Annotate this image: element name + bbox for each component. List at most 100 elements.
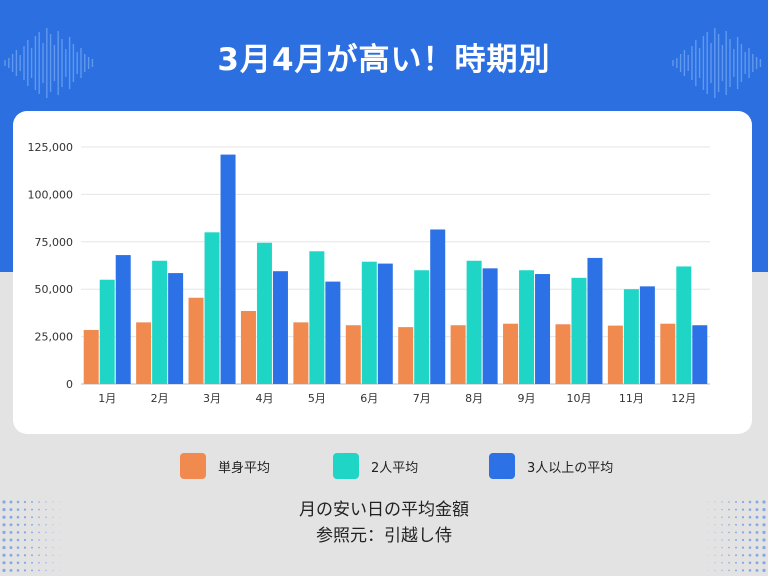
x-tick-label: 3月 xyxy=(203,392,221,405)
dot xyxy=(52,547,54,549)
dot xyxy=(23,561,27,564)
dot xyxy=(9,546,13,550)
dot xyxy=(16,569,20,572)
x-tick-label: 2月 xyxy=(151,392,169,405)
dot xyxy=(23,531,27,534)
bar-two xyxy=(414,270,430,384)
dot xyxy=(2,568,6,572)
dot xyxy=(707,509,709,510)
bar-single xyxy=(240,311,256,384)
dot xyxy=(16,515,20,519)
bar-three xyxy=(692,325,708,384)
dot xyxy=(38,501,40,503)
dot xyxy=(2,523,6,527)
dot xyxy=(45,531,47,534)
dot xyxy=(31,546,33,549)
y-tick-label: 100,000 xyxy=(28,188,74,201)
dot xyxy=(9,568,13,572)
dot xyxy=(755,523,759,527)
bar-three xyxy=(115,255,131,384)
dot xyxy=(741,508,745,511)
dot xyxy=(31,554,33,557)
legend-item-two: 2人平均 xyxy=(333,451,418,481)
x-tick-label: 10月 xyxy=(566,392,591,405)
dot xyxy=(52,562,54,564)
dot xyxy=(38,569,40,572)
dot xyxy=(45,516,47,518)
dot xyxy=(16,531,20,534)
bar-two xyxy=(204,232,220,384)
dot xyxy=(52,516,54,518)
dot-pattern-decoration-right xyxy=(707,500,766,572)
dot xyxy=(755,538,759,542)
dot xyxy=(52,569,54,571)
dot xyxy=(9,553,13,557)
x-tick-label: 11月 xyxy=(619,392,644,405)
bar-chart: 0 25,000 50,000 75,000 100,000 125,000 1月 2月 3月 4… xyxy=(28,141,710,405)
dot xyxy=(9,561,13,565)
dot xyxy=(714,501,716,503)
dot xyxy=(721,501,723,503)
dot xyxy=(714,569,716,571)
dot xyxy=(23,546,27,549)
bar-two xyxy=(519,270,535,384)
dot xyxy=(707,516,709,518)
y-tick-label: 25,000 xyxy=(35,331,74,344)
dot xyxy=(38,508,40,511)
dot xyxy=(707,570,709,571)
x-tick-label: 6月 xyxy=(360,392,378,405)
dot xyxy=(728,508,730,511)
dot xyxy=(52,531,54,533)
dot xyxy=(2,515,6,519)
dot-pattern-decoration-left xyxy=(2,500,61,572)
y-tick-label: 50,000 xyxy=(35,283,74,296)
dot xyxy=(728,539,730,541)
dot xyxy=(762,523,766,527)
dot xyxy=(748,553,752,557)
dot xyxy=(707,539,709,541)
dot xyxy=(735,569,737,572)
bar-two xyxy=(466,260,482,384)
dot xyxy=(707,547,709,548)
bar-three xyxy=(430,229,446,384)
x-tick-label: 7月 xyxy=(413,392,431,405)
dot xyxy=(755,508,759,512)
dot xyxy=(52,501,54,503)
bar-two xyxy=(623,289,639,384)
legend-swatch-two xyxy=(333,453,359,479)
dot xyxy=(735,508,737,511)
dot xyxy=(714,509,716,511)
dot xyxy=(45,562,47,564)
dot xyxy=(748,523,752,527)
dot xyxy=(735,501,737,503)
dot xyxy=(31,569,33,572)
dot xyxy=(45,569,47,572)
dot xyxy=(721,531,723,534)
dot xyxy=(52,524,54,526)
dot xyxy=(9,515,13,519)
dot xyxy=(45,539,47,541)
dot xyxy=(59,539,61,541)
dot xyxy=(748,515,752,519)
sound-wave-decoration-right xyxy=(672,28,762,98)
dot xyxy=(755,500,759,504)
legend-label-single: 単身平均 xyxy=(218,460,271,476)
dot xyxy=(748,508,752,511)
dot xyxy=(52,539,54,541)
dot xyxy=(16,523,20,527)
dot xyxy=(45,546,47,549)
dot xyxy=(714,562,716,564)
dot xyxy=(9,500,13,504)
dot xyxy=(9,508,13,512)
dot xyxy=(16,546,20,549)
dot xyxy=(721,516,723,518)
dot xyxy=(23,500,27,504)
bar-three xyxy=(639,286,655,384)
dot xyxy=(2,546,6,550)
bar-three xyxy=(272,271,288,384)
dot xyxy=(728,569,730,572)
dot xyxy=(31,508,33,511)
dot xyxy=(16,500,20,504)
dot xyxy=(721,562,723,564)
dot xyxy=(38,516,40,518)
